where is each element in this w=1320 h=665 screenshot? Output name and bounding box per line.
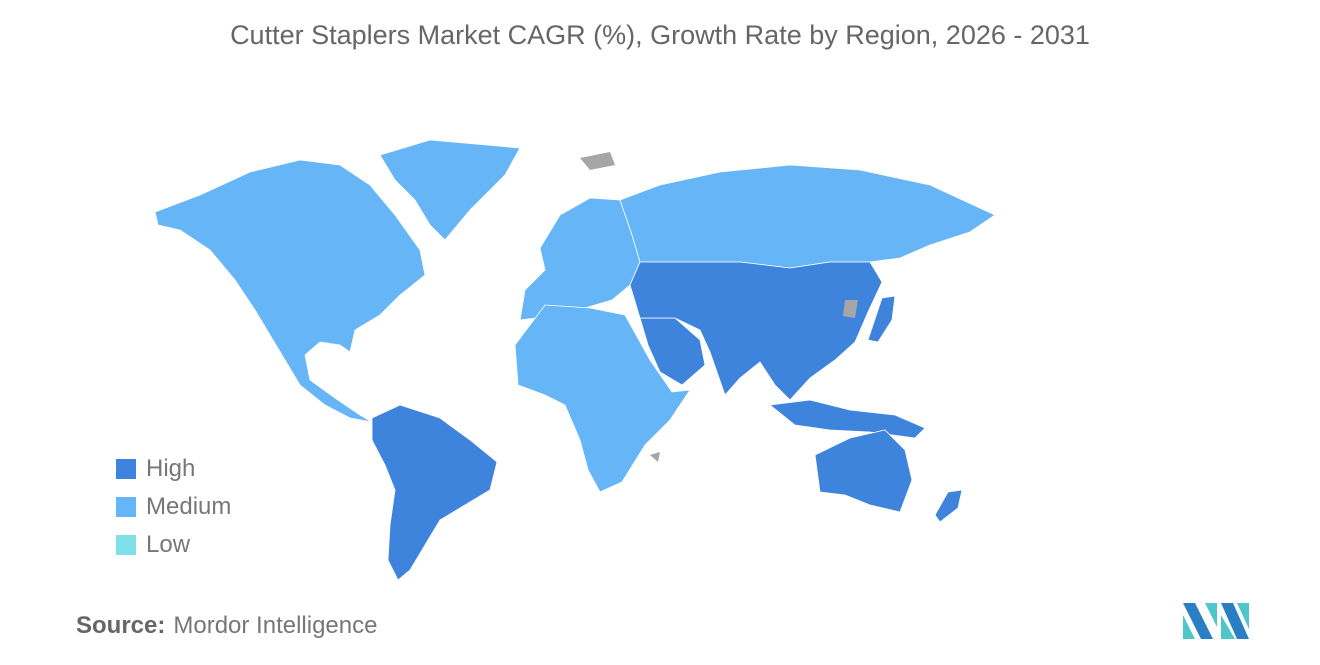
region-japan [867,295,896,343]
region-no-data-korea [843,300,858,318]
region-north-america [154,159,426,423]
region-middle-east [639,317,706,386]
region-africa [514,304,691,493]
region-asia [629,261,883,401]
region-greenland [379,139,521,241]
region-no-data-svalbard [580,152,615,170]
source-label: Source: [76,612,166,639]
chart-title: Cutter Staplers Market CAGR (%), Growth … [230,20,1090,50]
legend-swatch-medium [116,497,136,517]
region-new-zealand [934,489,963,523]
mordor-logo [1183,603,1249,639]
legend: High Medium Low [116,450,231,564]
region-australia [814,429,913,513]
region-southeast-asia [769,399,926,439]
legend-item-low: Low [116,526,231,564]
region-south-america [371,404,498,581]
legend-swatch-low [116,535,136,555]
region-europe [519,197,641,321]
source: Source: Mordor Intelligence [76,612,377,640]
region-no-data-island [650,452,660,462]
legend-label: High [146,455,196,482]
region-russia [619,164,996,269]
legend-label: Medium [146,493,232,520]
legend-swatch-high [116,459,136,479]
source-value: Mordor Intelligence [173,612,378,639]
legend-label: Low [146,531,191,558]
legend-item-medium: Medium [116,488,231,526]
legend-item-high: High [116,450,231,488]
